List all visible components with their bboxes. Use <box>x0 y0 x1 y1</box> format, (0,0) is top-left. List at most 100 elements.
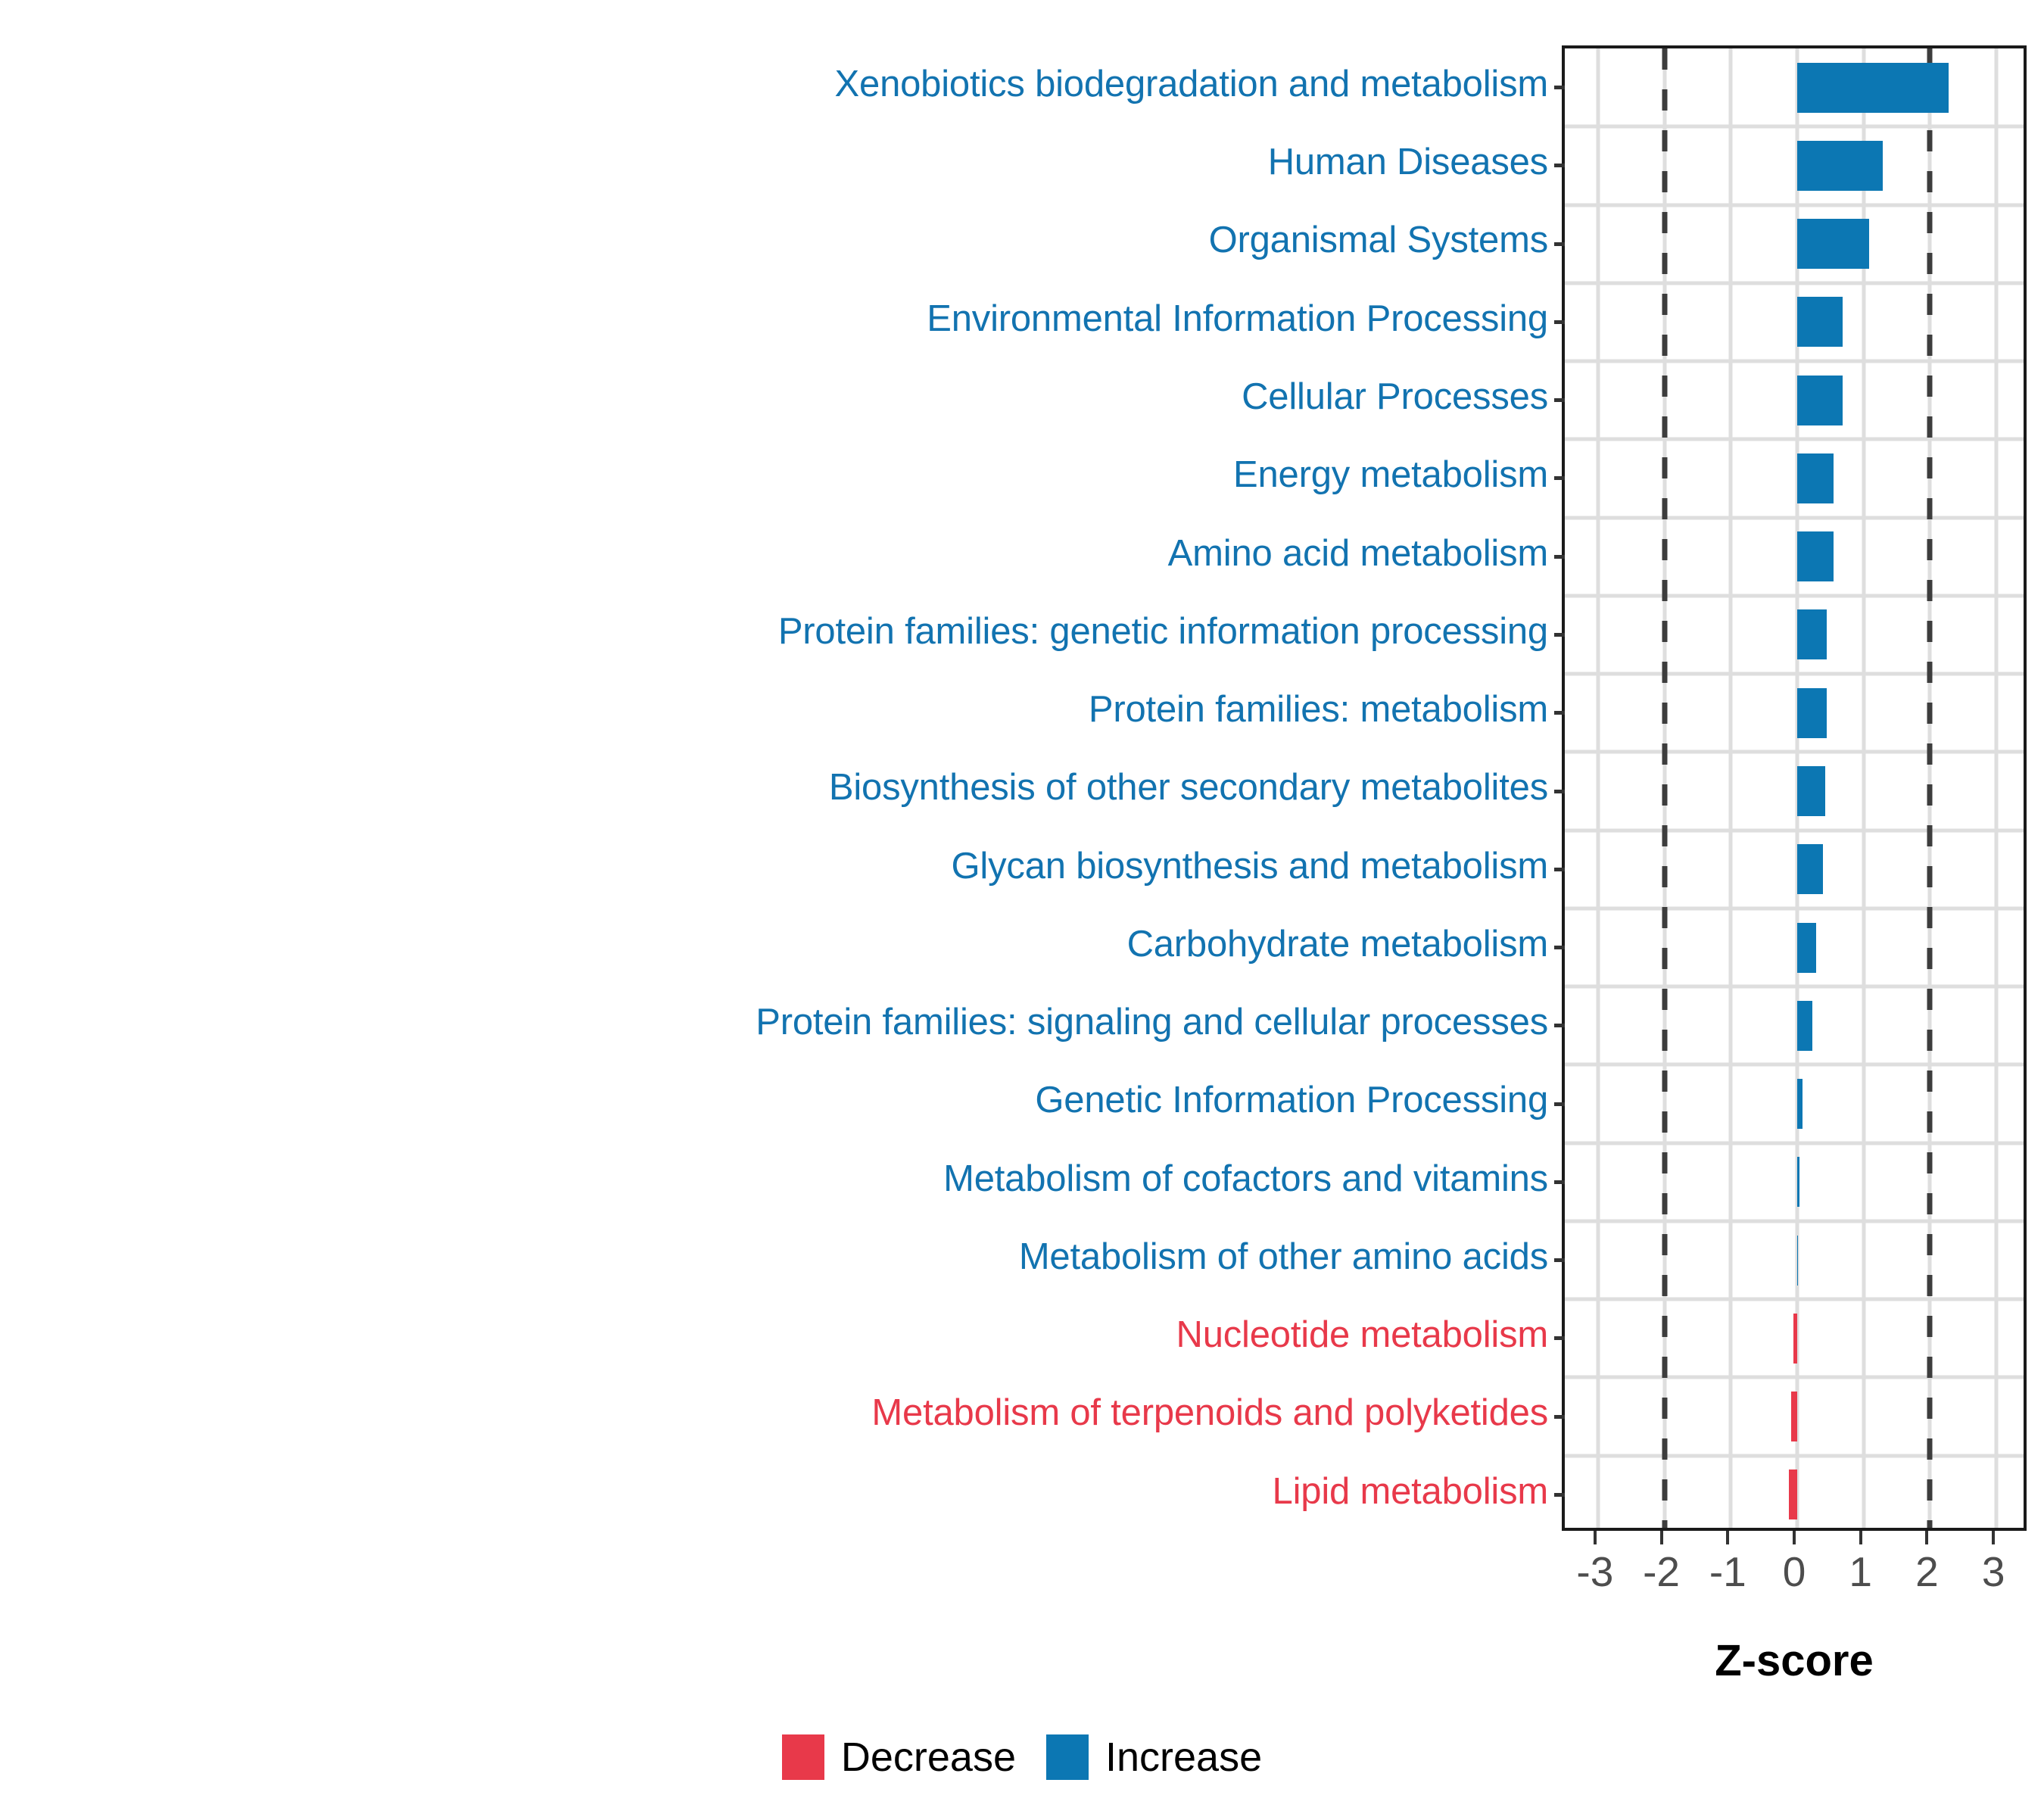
horizontal-gridline <box>1565 359 2024 363</box>
y-axis-category-label: Organismal Systems <box>1208 220 1549 261</box>
plot-panel <box>1554 45 2027 1531</box>
y-axis-tick <box>1554 242 1565 246</box>
y-axis-label-row: Organismal Systems <box>0 202 1562 280</box>
x-axis-tick-label: 0 <box>1782 1548 1806 1595</box>
threshold-line-neg2 <box>1662 48 1668 1528</box>
y-axis-tick <box>1554 789 1565 793</box>
y-axis-category-label: Energy metabolism <box>1233 454 1548 496</box>
bar <box>1797 687 1827 738</box>
legend-label: Increase <box>1105 1734 1263 1780</box>
x-axis-tick <box>1726 1531 1730 1544</box>
y-axis-category-label: Lipid metabolism <box>1272 1470 1549 1512</box>
bar <box>1793 1313 1797 1364</box>
legend: Decrease Increase <box>0 1734 2044 1781</box>
horizontal-gridline <box>1565 281 2024 285</box>
y-axis-label-row: Genetic Information Processing <box>0 1061 1562 1139</box>
y-axis-category-label: Human Diseases <box>1267 142 1549 183</box>
horizontal-gridline <box>1565 124 2024 129</box>
bar <box>1797 766 1825 816</box>
bar <box>1797 844 1824 895</box>
y-axis-label-row: Cellular Processes <box>0 358 1562 436</box>
y-axis-category-label: Xenobiotics biodegradation and metabolis… <box>834 63 1549 104</box>
bar <box>1797 297 1843 348</box>
horizontal-gridline <box>1565 1062 2024 1067</box>
y-axis-tick <box>1554 1180 1565 1184</box>
y-axis-category-labels: Xenobiotics biodegradation and metabolis… <box>0 45 1562 1531</box>
horizontal-gridline <box>1565 984 2024 989</box>
y-axis-category-label: Nucleotide metabolism <box>1176 1314 1549 1356</box>
y-axis-label-row: Xenobiotics biodegradation and metabolis… <box>0 45 1562 123</box>
y-axis-label-row: Protein families: genetic information pr… <box>0 593 1562 671</box>
y-axis-tick <box>1554 86 1565 90</box>
horizontal-gridline <box>1565 1219 2024 1223</box>
bar <box>1797 140 1884 191</box>
bar <box>1797 1157 1799 1208</box>
x-axis-tick-label: 1 <box>1849 1548 1872 1595</box>
horizontal-gridline <box>1565 672 2024 676</box>
y-axis-label-row: Protein families: metabolism <box>0 671 1562 749</box>
y-axis-tick <box>1554 1102 1565 1106</box>
bar <box>1797 62 1949 113</box>
horizontal-gridline <box>1565 594 2024 598</box>
horizontal-gridline <box>1565 437 2024 441</box>
bar <box>1788 1469 1797 1520</box>
x-axis-tick <box>1793 1531 1796 1544</box>
bar <box>1797 609 1827 660</box>
legend-item[interactable]: Decrease <box>781 1734 1016 1781</box>
y-axis-tick <box>1554 867 1565 871</box>
x-axis-tick <box>1992 1531 1996 1544</box>
legend-swatch-increase <box>1045 1734 1089 1780</box>
horizontal-gridline <box>1565 750 2024 754</box>
y-axis-tick <box>1554 319 1565 324</box>
y-axis-tick <box>1554 1414 1565 1419</box>
y-axis-category-label: Metabolism of other amino acids <box>1018 1236 1548 1277</box>
bar <box>1797 531 1834 582</box>
horizontal-gridline <box>1565 1454 2024 1458</box>
y-axis-label-row: Metabolism of cofactors and vitamins <box>0 1140 1562 1218</box>
threshold-line-pos2 <box>1927 48 1933 1528</box>
y-axis-tick <box>1554 1258 1565 1263</box>
legend-item[interactable]: Increase <box>1045 1734 1263 1781</box>
x-axis-tick <box>1593 1531 1597 1544</box>
x-axis-tick-label: 2 <box>1915 1548 1939 1595</box>
y-axis-label-row: Metabolism of other amino acids <box>0 1218 1562 1296</box>
y-axis-category-label: Protein families: signaling and cellular… <box>756 1002 1548 1043</box>
y-axis-category-label: Glycan biosynthesis and metabolism <box>951 845 1549 887</box>
x-axis-tick-label: 3 <box>1981 1548 2005 1595</box>
y-axis-label-row: Protein families: signaling and cellular… <box>0 983 1562 1061</box>
horizontal-gridline <box>1565 828 2024 833</box>
y-axis-label-row: Environmental Information Processing <box>0 280 1562 358</box>
y-axis-label-row: Biosynthesis of other secondary metaboli… <box>0 749 1562 827</box>
x-axis-title: Z-score <box>1715 1636 1874 1685</box>
horizontal-gridline <box>1565 1141 2024 1145</box>
y-axis-category-label: Genetic Information Processing <box>1035 1080 1548 1121</box>
y-axis-tick <box>1554 711 1565 715</box>
horizontal-gridline <box>1565 906 2024 911</box>
horizontal-gridline <box>1565 1375 2024 1379</box>
y-axis-label-row: Carbohydrate metabolism <box>0 905 1562 983</box>
y-axis-category-label: Carbohydrate metabolism <box>1126 923 1549 965</box>
y-axis-category-label: Protein families: metabolism <box>1088 689 1548 731</box>
legend-swatch-decrease <box>781 1734 824 1780</box>
y-axis-tick <box>1554 1492 1565 1497</box>
y-axis-category-label: Biosynthesis of other secondary metaboli… <box>828 767 1548 809</box>
y-axis-label-row: Glycan biosynthesis and metabolism <box>0 827 1562 905</box>
bar <box>1797 453 1834 503</box>
y-axis-category-label: Metabolism of cofactors and vitamins <box>943 1158 1548 1199</box>
x-axis-tick <box>1659 1531 1663 1544</box>
x-axis-tick <box>1859 1531 1862 1544</box>
y-axis-tick <box>1554 554 1565 559</box>
y-axis-category-label: Amino acid metabolism <box>1167 532 1549 574</box>
y-axis-label-row: Lipid metabolism <box>0 1453 1562 1531</box>
y-axis-tick <box>1554 476 1565 481</box>
y-axis-tick <box>1554 946 1565 950</box>
x-axis-tick <box>1925 1531 1929 1544</box>
y-axis-tick <box>1554 632 1565 637</box>
legend-label: Decrease <box>840 1734 1016 1780</box>
y-axis-label-row: Nucleotide metabolism <box>0 1296 1562 1374</box>
y-axis-label-row: Energy metabolism <box>0 436 1562 514</box>
bar <box>1797 1079 1803 1130</box>
x-axis-tick-label: -2 <box>1643 1548 1681 1595</box>
horizontal-gridline <box>1565 1297 2024 1301</box>
